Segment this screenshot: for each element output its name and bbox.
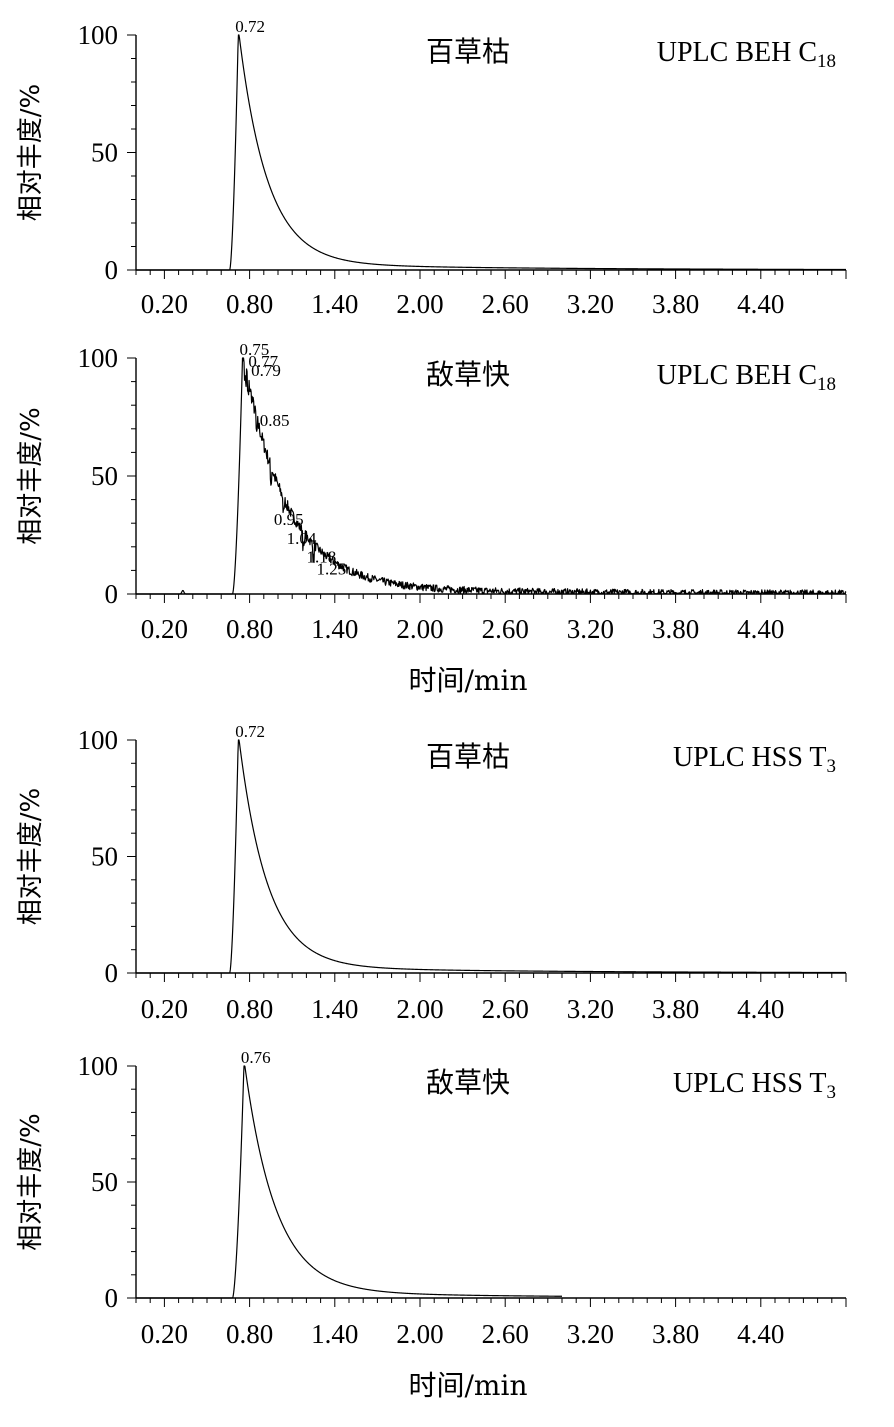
x-tick-label: 0.20 xyxy=(141,289,188,319)
peak-label: 1.04 xyxy=(287,529,317,548)
x-tick-label: 0.20 xyxy=(141,1319,188,1349)
x-tick-label: 3.80 xyxy=(652,994,699,1024)
y-tick-label: 50 xyxy=(91,461,118,491)
chromatogram-panel-2: 0 50 100 0.20 0.80 1.40 2.00 2.60 3.20 3.80 4.40 相对… xyxy=(16,340,847,697)
x-tick-label: 2.00 xyxy=(396,994,443,1024)
peak-label: 1.18 xyxy=(307,548,337,567)
x-tick-label: 2.60 xyxy=(482,994,529,1024)
column-name-main: UPLC BEH C xyxy=(657,37,817,68)
compound-name: 百草枯 xyxy=(426,740,510,773)
x-tick-label: 0.80 xyxy=(226,1319,273,1349)
x-tick-label: 0.80 xyxy=(226,289,273,319)
x-tick-label: 1.40 xyxy=(311,614,358,644)
column-name-main: UPLC HSS T xyxy=(673,742,827,773)
x-tick-label: 3.80 xyxy=(652,1319,699,1349)
peak-label: 0.79 xyxy=(251,361,281,380)
y-axis-label: 相对丰度/% xyxy=(16,84,46,221)
chromatogram-panel-1: 0 50 100 0.20 0.80 1.40 2.00 2.60 3.20 3.80 4.40 相对… xyxy=(16,17,847,319)
y-axis-label: 相对丰度/% xyxy=(16,1113,46,1250)
column-name-subscript: 3 xyxy=(827,1082,837,1103)
x-tick-label: 3.20 xyxy=(567,289,614,319)
chromatogram-trace xyxy=(135,34,847,271)
y-tick-label: 0 xyxy=(105,1283,119,1313)
chromatogram-trace xyxy=(135,357,847,595)
x-tick-label: 2.00 xyxy=(396,1319,443,1349)
y-tick-label: 100 xyxy=(78,343,119,373)
peak-label: 1.25 xyxy=(317,559,347,578)
compound-name: 百草枯 xyxy=(426,35,510,68)
column-name: UPLC BEH C18 xyxy=(657,360,836,395)
column-name-subscript: 18 xyxy=(817,51,836,72)
x-tick-label: 2.00 xyxy=(396,614,443,644)
chromatogram-trace xyxy=(135,739,847,974)
y-tick-label: 100 xyxy=(78,725,119,755)
x-tick-label: 4.40 xyxy=(737,289,784,319)
x-tick-label: 3.20 xyxy=(567,994,614,1024)
peak-label: 0.85 xyxy=(260,411,290,430)
x-tick-label: 1.40 xyxy=(311,289,358,319)
x-tick-label: 4.40 xyxy=(737,994,784,1024)
chromatogram-panel-4: 0 50 100 0.20 0.80 1.40 2.00 2.60 3.20 3.80 4.40 相对… xyxy=(16,1048,847,1402)
y-axis-label: 相对丰度/% xyxy=(16,788,46,925)
x-tick-label: 2.60 xyxy=(482,614,529,644)
y-tick-label: 50 xyxy=(91,842,118,872)
x-tick-label: 1.40 xyxy=(311,1319,358,1349)
y-tick-label: 50 xyxy=(91,138,118,168)
y-tick-label: 50 xyxy=(91,1167,118,1197)
x-tick-label: 0.20 xyxy=(141,614,188,644)
column-name-main: UPLC BEH C xyxy=(657,360,817,391)
x-axis-label: 时间/min xyxy=(409,664,528,697)
x-axis-label: 时间/min xyxy=(409,1369,528,1402)
x-tick-label: 3.20 xyxy=(567,1319,614,1349)
x-tick-label: 0.80 xyxy=(226,994,273,1024)
x-tick-label: 3.80 xyxy=(652,289,699,319)
compound-name: 敌草快 xyxy=(426,358,510,391)
x-tick-label: 2.00 xyxy=(396,289,443,319)
x-tick-label: 4.40 xyxy=(737,1319,784,1349)
y-tick-label: 0 xyxy=(105,579,119,609)
peak-label: 0.75 xyxy=(240,340,270,359)
x-tick-label: 0.20 xyxy=(141,994,188,1024)
x-tick-label: 0.80 xyxy=(226,614,273,644)
column-name-subscript: 18 xyxy=(817,374,836,395)
x-tick-label: 2.60 xyxy=(482,1319,529,1349)
y-tick-label: 100 xyxy=(78,1051,119,1081)
peak-label: 0.77 xyxy=(248,352,278,371)
x-tick-label: 2.60 xyxy=(482,289,529,319)
chromatogram-trace xyxy=(135,1065,563,1299)
column-name: UPLC HSS T3 xyxy=(673,1068,836,1103)
peak-label: 0.95 xyxy=(274,510,304,529)
x-tick-label: 1.40 xyxy=(311,994,358,1024)
peak-label: 0.76 xyxy=(241,1048,271,1067)
peak-label: 0.72 xyxy=(235,722,265,741)
y-tick-label: 0 xyxy=(105,255,119,285)
column-name-main: UPLC HSS T xyxy=(673,1068,827,1099)
column-name: UPLC BEH C18 xyxy=(657,37,836,72)
column-name: UPLC HSS T3 xyxy=(673,742,836,777)
x-tick-label: 3.80 xyxy=(652,614,699,644)
y-tick-label: 100 xyxy=(78,20,119,50)
y-tick-label: 0 xyxy=(105,958,119,988)
column-name-subscript: 3 xyxy=(827,756,837,777)
peak-label: 0.72 xyxy=(235,17,265,36)
y-axis-label: 相对丰度/% xyxy=(16,407,46,544)
x-tick-label: 4.40 xyxy=(737,614,784,644)
x-tick-label: 3.20 xyxy=(567,614,614,644)
compound-name: 敌草快 xyxy=(426,1066,510,1099)
chromatogram-panel-3: 0 50 100 0.20 0.80 1.40 2.00 2.60 3.20 3.80 4.40 相对… xyxy=(16,722,847,1024)
